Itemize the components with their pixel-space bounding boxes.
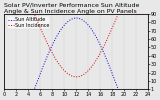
Sun Incidence	[3, 13, 5, 14]
Line: Sun Altitude: Sun Altitude	[4, 18, 148, 89]
Sun Altitude	[73, 18, 75, 19]
Sun Altitude	[75, 18, 77, 19]
Sun Altitude	[81, 19, 83, 21]
Text: Solar PV/Inverter Performance Sun Altitude Angle & Sun Incidence Angle on PV Pan: Solar PV/Inverter Performance Sun Altitu…	[4, 3, 140, 14]
Sun Altitude	[72, 18, 74, 19]
Sun Altitude	[89, 27, 91, 28]
Sun Altitude	[3, 89, 5, 90]
Sun Incidence	[147, 13, 149, 14]
Sun Incidence	[72, 76, 74, 77]
Line: Sun Incidence: Sun Incidence	[4, 14, 148, 77]
Sun Incidence	[81, 75, 83, 76]
Sun Incidence	[144, 13, 146, 14]
Sun Altitude	[144, 89, 146, 90]
Sun Incidence	[75, 76, 77, 77]
Sun Incidence	[122, 13, 124, 14]
Sun Incidence	[73, 76, 75, 77]
Sun Altitude	[122, 89, 124, 90]
Legend: Sun Altitude, Sun Incidence: Sun Altitude, Sun Incidence	[7, 16, 50, 29]
Sun Altitude	[147, 89, 149, 90]
Sun Incidence	[89, 68, 91, 69]
